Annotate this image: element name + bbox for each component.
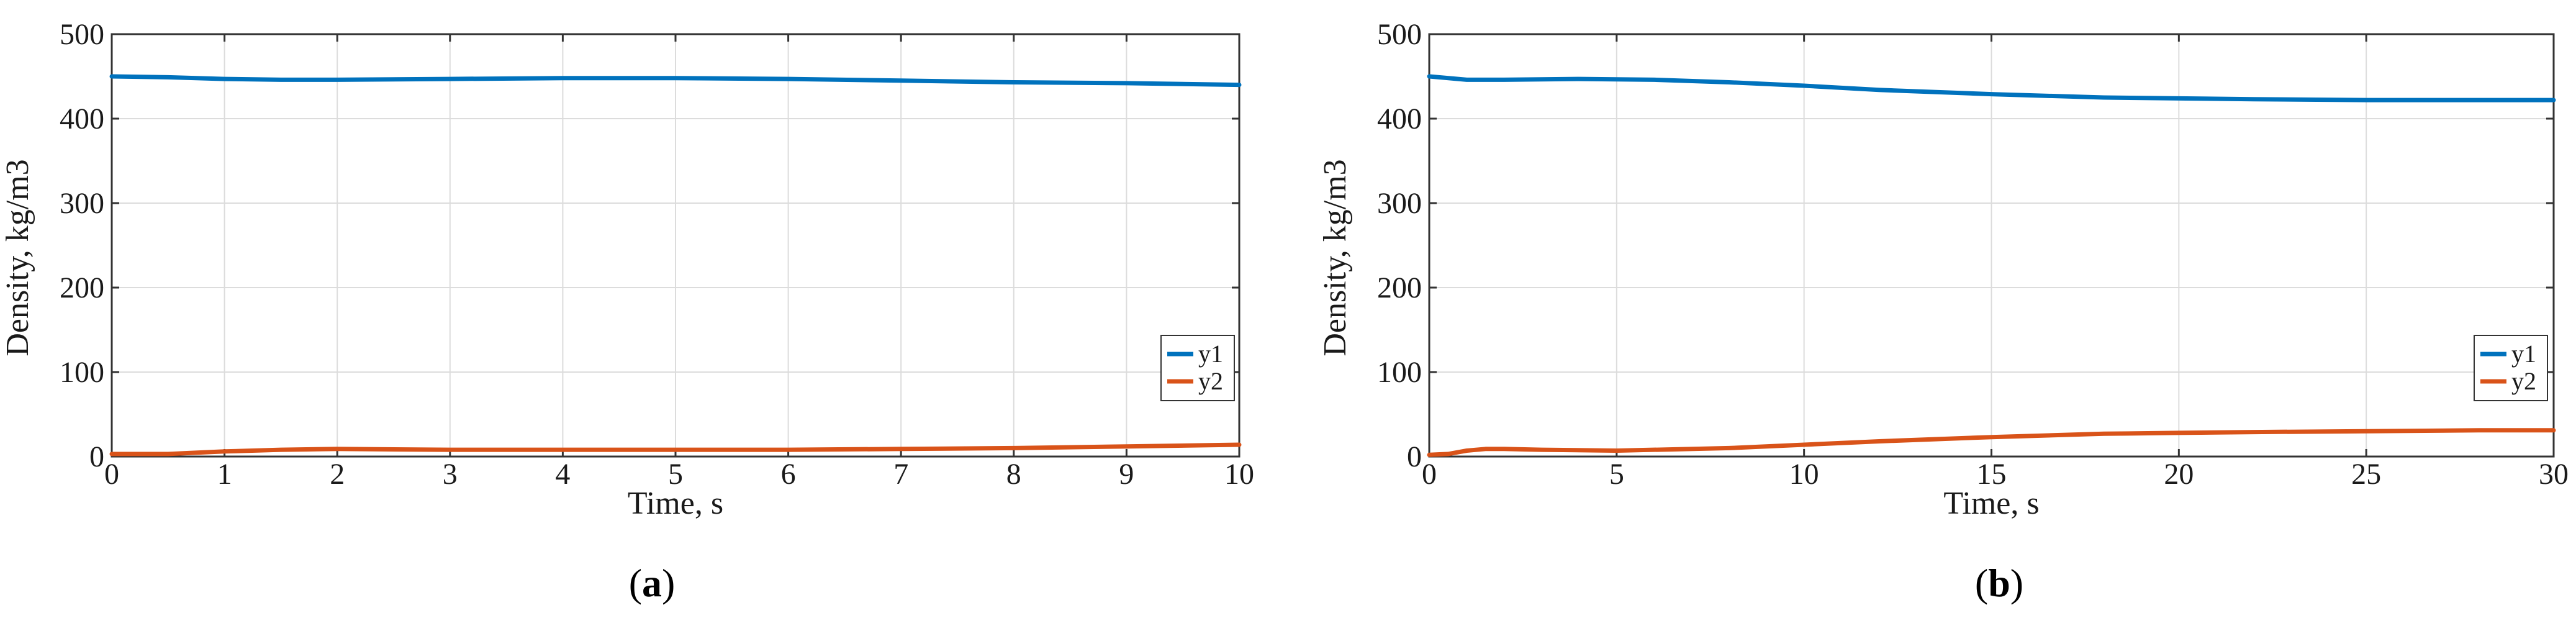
x-tick-label: 4: [555, 458, 570, 491]
legend-entry-y1: y1: [2511, 340, 2536, 368]
x-axis-label: Time, s: [628, 486, 723, 521]
panel-label: (b): [1975, 561, 2023, 605]
y-tick-label: 400: [1377, 102, 1422, 135]
y-tick-label: 0: [89, 440, 104, 473]
series-line-y2: [109, 442, 1242, 457]
panel-label-close: ): [2010, 561, 2023, 605]
x-tick-label: 8: [1006, 458, 1021, 491]
legend-entry-y2: y2: [2511, 367, 2536, 395]
y-tick-label: 500: [1377, 18, 1422, 51]
x-tick-label: 0: [1422, 458, 1437, 491]
x-tick-label: 15: [1977, 458, 2007, 491]
series-line-y1: [1427, 74, 2556, 102]
y-tick-label: 300: [60, 187, 104, 220]
y-tick-label: 300: [1377, 187, 1422, 220]
y-tick-label: 0: [1407, 440, 1422, 473]
y-axis-label: Density, kg/m3: [1317, 159, 1353, 356]
legend-entry-y1: y1: [1198, 340, 1223, 368]
legend-box: [1160, 335, 1235, 401]
panel-label-open: (: [1975, 561, 1988, 605]
x-axis-label: Time, s: [1943, 486, 2039, 521]
y-tick-label: 200: [60, 271, 104, 304]
panel-label-letter: b: [1988, 561, 2010, 605]
x-tick-label: 20: [2164, 458, 2194, 491]
x-tick-label: 5: [668, 458, 683, 491]
panel-label-letter: a: [642, 561, 662, 605]
x-tick-label: 9: [1119, 458, 1134, 491]
x-tick-label: 0: [104, 458, 119, 491]
y-tick-label: 200: [1377, 271, 1422, 304]
panel-label-close: ): [662, 561, 675, 605]
x-tick-label: 2: [330, 458, 345, 491]
series-line-y1: [109, 74, 1242, 88]
legend-entry-y2: y2: [1198, 367, 1223, 395]
panel-label: (a): [629, 561, 676, 605]
x-tick-label: 1: [217, 458, 232, 491]
x-tick-label: 30: [2539, 458, 2569, 491]
x-tick-label: 25: [2351, 458, 2381, 491]
x-tick-label: 10: [1789, 458, 1819, 491]
series-line-y2: [1427, 428, 2556, 457]
y-tick-label: 500: [60, 18, 104, 51]
x-tick-label: 7: [893, 458, 908, 491]
y-tick-label: 400: [60, 102, 104, 135]
panel-label-open: (: [629, 561, 642, 605]
x-tick-label: 10: [1224, 458, 1254, 491]
x-tick-label: 5: [1609, 458, 1624, 491]
x-tick-label: 3: [443, 458, 458, 491]
y-axis-label: Density, kg/m3: [0, 159, 35, 356]
x-tick-label: 6: [781, 458, 796, 491]
legend-box: [2474, 335, 2548, 401]
y-tick-label: 100: [1377, 356, 1422, 389]
y-tick-label: 100: [60, 356, 104, 389]
